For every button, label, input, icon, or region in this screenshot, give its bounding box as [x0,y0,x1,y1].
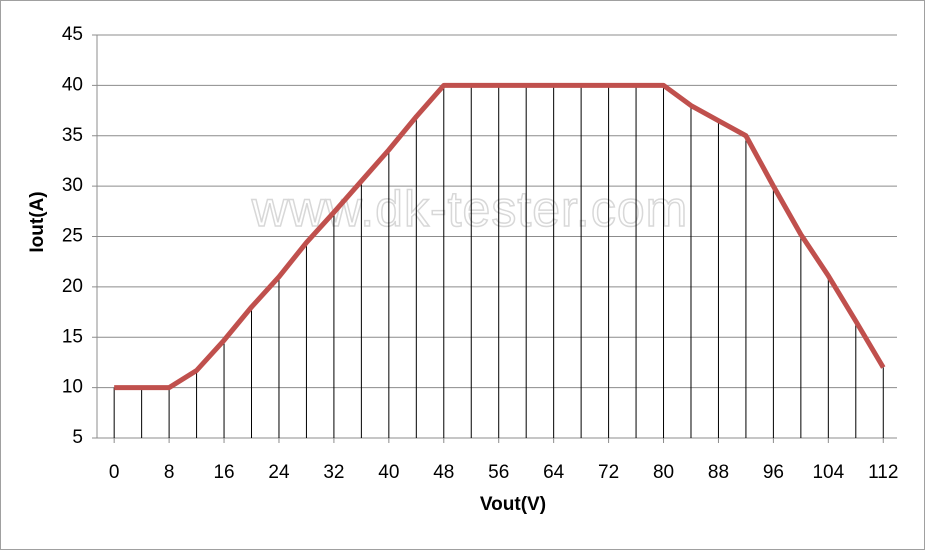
x-tick-label: 16 [213,462,234,483]
x-tick-label: 0 [109,462,120,483]
x-tick-label: 8 [164,462,175,483]
x-tick-label: 32 [323,462,344,483]
x-tick-label: 104 [812,462,844,483]
x-tick-label: 56 [488,462,509,483]
y-axis-title: Iout(A) [27,191,48,252]
y-tick-label: 35 [62,125,83,146]
x-tick-label: 40 [378,462,399,483]
x-axis-title: Vout(V) [480,494,546,515]
y-tick-label: 15 [62,326,83,347]
y-tick-label: 5 [72,427,83,448]
x-tick-label: 112 [868,462,898,483]
x-tick-label: 80 [653,462,674,483]
y-tick-label: 30 [62,175,83,196]
y-tick-label: 40 [62,74,83,95]
x-tick-label: 88 [708,462,729,483]
series-line [114,82,886,391]
x-tick-label: 96 [763,462,784,483]
y-tick-label: 25 [62,226,83,247]
x-tick-label: 64 [543,462,565,483]
x-tick-label: 72 [598,462,619,483]
x-tick-label: 24 [268,462,290,483]
x-tick-label: 48 [433,462,454,483]
watermark: www.dk-tester.com [251,181,689,237]
y-tick-label: 45 [62,24,83,45]
y-tick-label: 20 [62,276,83,297]
y-tick-label: 10 [62,377,83,398]
